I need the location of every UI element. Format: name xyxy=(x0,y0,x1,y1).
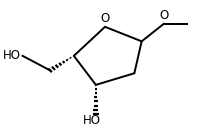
Text: HO: HO xyxy=(3,49,21,62)
Text: O: O xyxy=(159,9,168,22)
Text: O: O xyxy=(100,12,110,25)
Text: HO: HO xyxy=(83,114,101,127)
